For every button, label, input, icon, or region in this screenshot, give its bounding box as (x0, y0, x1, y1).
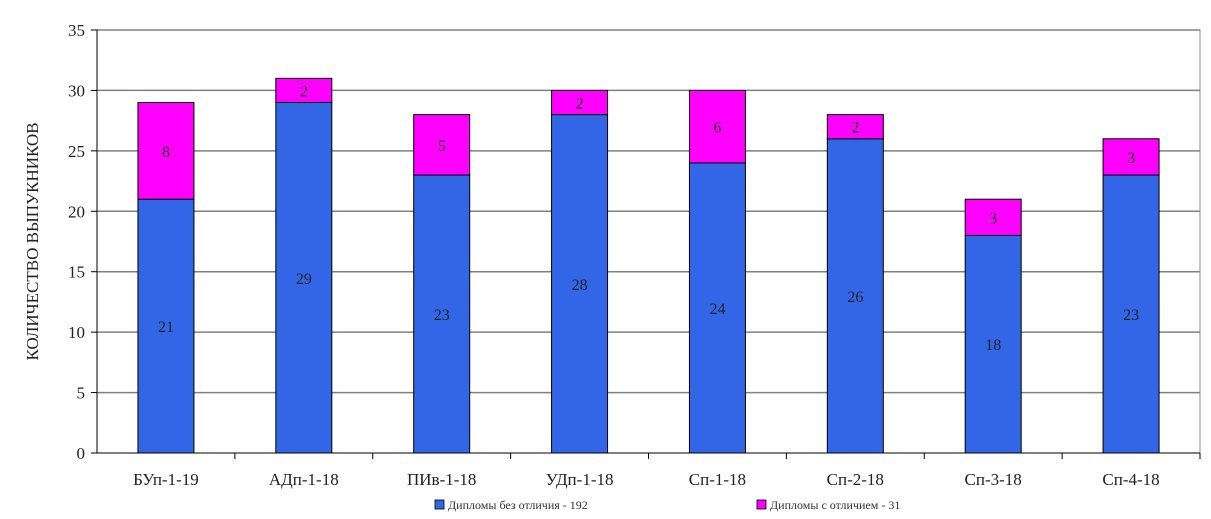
legend-swatch (756, 499, 767, 510)
data-label: 28 (572, 277, 588, 294)
data-label: 23 (434, 307, 450, 324)
y-axis-title: КОЛИЧЕСТВО ВЫПУКНИКОВ (23, 122, 42, 360)
legend-label: Дипломы с отличием - 31 (770, 498, 900, 512)
y-tick-label: 20 (68, 202, 85, 221)
data-label: 2 (576, 96, 584, 113)
y-tick-label: 5 (77, 384, 86, 403)
y-tick-label: 30 (68, 81, 85, 100)
bar-no-honors (413, 174, 471, 454)
bar-honors (551, 89, 609, 116)
y-tick-label: 25 (68, 142, 85, 161)
y-tick-label: 10 (68, 323, 85, 342)
bar-honors (826, 114, 884, 140)
bar-no-honors (964, 234, 1022, 454)
x-tick-label: Сп-3-18 (965, 470, 1022, 489)
data-label: 3 (989, 210, 997, 227)
bar-no-honors (137, 198, 195, 454)
bar-honors (1102, 138, 1160, 176)
bar-honors (413, 114, 471, 176)
data-label: 18 (985, 337, 1001, 354)
plot-area (96, 29, 1201, 454)
legend-swatch (434, 499, 445, 510)
legend-label: Дипломы без отличия - 192 (448, 498, 588, 512)
data-label: 21 (158, 319, 174, 336)
data-label: 26 (847, 289, 863, 306)
data-label: 24 (709, 301, 725, 318)
bar-honors (275, 77, 333, 104)
y-tick-label: 15 (68, 263, 85, 282)
bar-no-honors (688, 162, 746, 454)
x-tick-label: БУп-1-19 (133, 470, 199, 489)
data-label: 29 (296, 271, 312, 288)
x-tick-label: Сп-4-18 (1102, 470, 1159, 489)
x-tick-label: Сп-1-18 (689, 470, 746, 489)
bar-honors (137, 102, 195, 200)
data-label: 8 (162, 144, 170, 161)
y-tick-label: 35 (68, 21, 85, 40)
x-tick-label: АДп-1-18 (269, 470, 339, 489)
bar-honors (688, 89, 746, 164)
data-label: 23 (1123, 307, 1139, 324)
data-label: 3 (1127, 150, 1135, 167)
x-tick-label: Сп-2-18 (827, 470, 884, 489)
x-tick-label: ПИв-1-18 (407, 470, 476, 489)
bar-no-honors (1102, 174, 1160, 454)
data-label: 5 (438, 138, 446, 155)
bar-no-honors (826, 138, 884, 454)
data-label: 2 (851, 120, 859, 137)
data-label: 2 (300, 83, 308, 100)
y-tick-label: 0 (77, 444, 86, 463)
x-tick-label: УДп-1-18 (546, 470, 614, 489)
bar-no-honors (551, 114, 609, 454)
bar-honors (964, 198, 1022, 236)
data-label: 6 (713, 120, 721, 137)
